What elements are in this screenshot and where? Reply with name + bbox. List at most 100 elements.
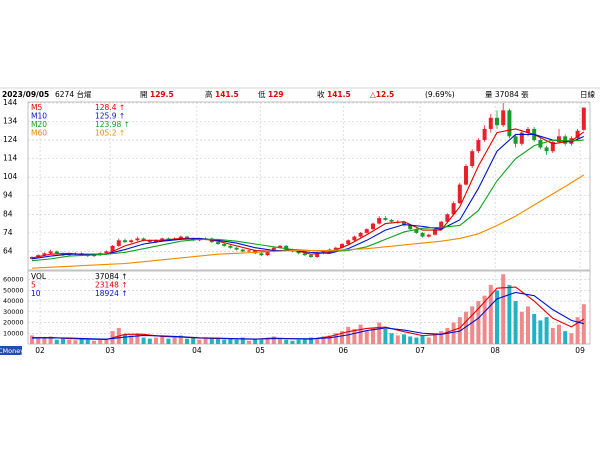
legend-value: 125.9 ↑ [95,112,125,121]
field-label: 高 [205,89,213,99]
volume-bar [42,337,47,344]
candle-body [160,238,165,241]
candle-body [147,240,152,243]
volume: 量 37084 張 [485,90,529,99]
candle-body [154,240,158,243]
candle-body [439,221,444,230]
candle-body [54,251,59,254]
volume-bar [581,304,586,344]
candle-body [271,247,276,252]
field-value: 141.5 [327,90,351,99]
legend-name: M20 [31,120,47,129]
volume-bar [470,306,475,344]
volume-bar [315,338,320,344]
candle-body [581,107,586,130]
volume-bar [284,339,289,344]
candle-body [309,255,313,258]
candle-body [61,253,65,256]
candle-body [482,128,487,141]
x-tick-label: 09 [575,346,585,355]
candle-body [550,141,555,152]
y-tick-label: 134 [3,116,18,125]
candle-body [420,232,425,237]
candle-body [278,245,282,248]
candle-body [507,110,512,137]
candle-body [488,117,493,129]
date: 2023/09/05 [2,90,49,99]
legend-value: 105.2 ↑ [95,129,125,138]
candle-body [166,238,171,240]
volume-bar [476,301,481,344]
volume-bar [482,295,487,344]
change: △12.5 [370,90,394,99]
legend-value: 128.4 ↑ [95,103,125,112]
volume-bar [240,337,245,344]
volume-bar [141,337,146,344]
x-tick-label: 06 [338,346,348,355]
price-panel [27,101,591,271]
volume-bar [185,338,189,344]
y-tick-label: 74 [3,228,13,237]
volume-bar [563,331,568,344]
brand-box [0,346,22,355]
candle-body [129,240,134,243]
candle-body [191,238,196,241]
legend-name: M60 [31,129,47,138]
x-tick-label: 07 [415,346,425,355]
vol-legend-value: 37084 ↑ [95,272,128,281]
candle-body [358,232,363,237]
volume-bar [414,337,419,344]
candle-body [48,251,53,254]
volume-bar [364,331,369,344]
field-label: 開 [140,90,148,99]
volume-bar [228,338,233,344]
volume-bar [296,339,301,344]
volume-bar [575,317,580,344]
vol-legend-name: VOL [31,272,47,281]
field-label: 收 [317,89,325,99]
volume-bar [48,336,53,344]
candle-body [265,251,270,256]
candle-body [296,251,301,254]
ma-line [31,133,585,260]
candle-body [476,140,481,152]
candle-body [30,257,34,259]
x-tick-label: 08 [490,346,500,355]
candle-body [141,238,146,241]
candle-body [575,130,580,139]
volume-bar [445,327,450,344]
volume-bar [451,322,456,344]
vol-tick-label: 50000 [3,286,24,294]
candle-body [563,136,568,144]
volume-bar [73,340,78,344]
field-value: 141.5 [215,90,239,99]
vol-tick-label: 40000 [3,297,24,305]
x-tick-label: 02 [35,346,45,355]
volume-bar [488,284,493,344]
candle-body [557,136,561,142]
candle-body [216,242,220,245]
field-label: 低 [258,89,266,99]
candle-body [495,117,499,126]
candle-body [333,247,338,250]
y-tick-label: 144 [3,98,18,107]
volume-bar [203,338,208,344]
candle-body [445,214,450,222]
y-tick-label: 104 [3,172,18,181]
candle-body [234,247,239,250]
volume-bar [464,311,468,344]
ma-line [31,174,585,269]
candle-body [340,244,344,248]
candle-body [92,255,96,257]
volume-bar [538,320,543,344]
x-tick-label: 03 [105,346,115,355]
volume-bar [433,334,437,344]
volume-bar [383,328,388,344]
volume-bar [259,339,264,344]
volume-bar [377,322,382,344]
vol-tick-label: 10000 [3,329,24,337]
candle-body [346,240,351,245]
candle-body [501,110,506,126]
volume-bar [98,339,103,344]
